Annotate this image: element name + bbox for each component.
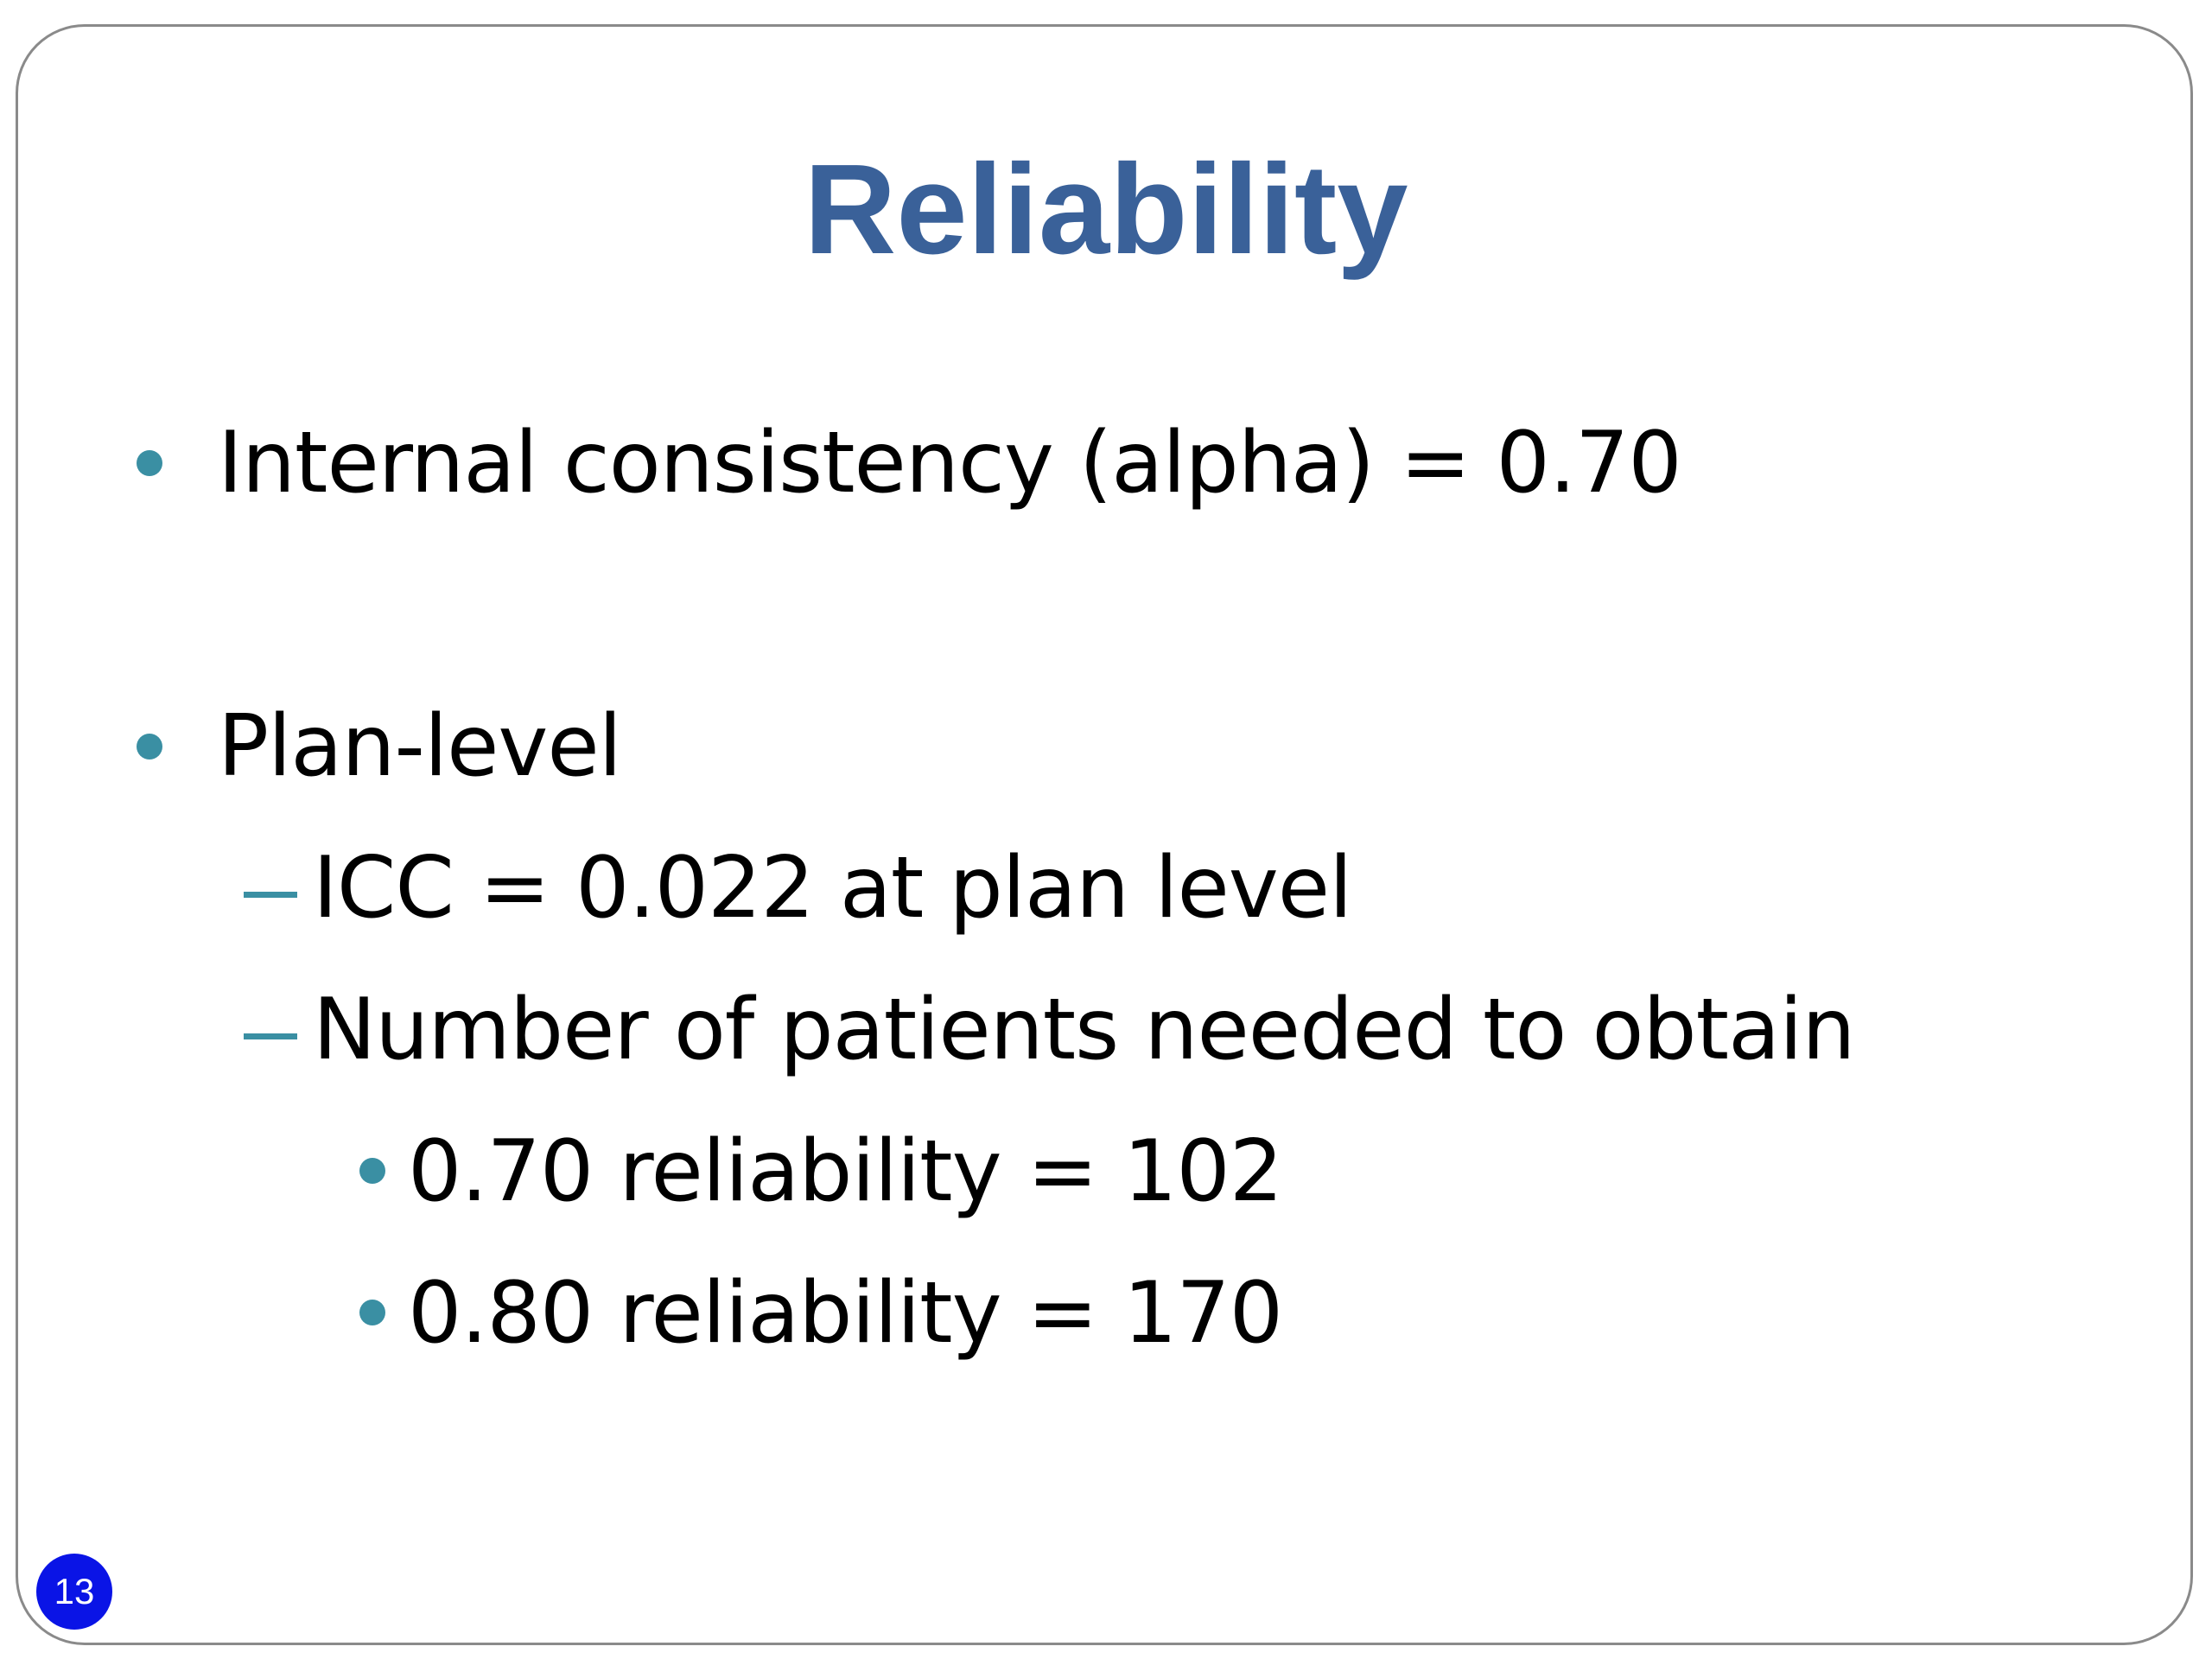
sub-bullet-text: Number of patients needed to obtain bbox=[313, 981, 1855, 1079]
bullet-text: Plan-level bbox=[218, 697, 622, 796]
sub-bullet-dash bbox=[244, 1033, 297, 1039]
sub-sub-bullet-item: 0.70 reliability = 102 bbox=[408, 1120, 1283, 1224]
slide-title: Reliability bbox=[804, 138, 1408, 281]
bullet-dot bbox=[137, 734, 162, 760]
bullet-item: Internal consistency (alpha) = 0.70 bbox=[218, 411, 1682, 515]
sub-bullet-dash bbox=[244, 892, 297, 898]
sub-sub-bullet-text: 0.80 reliability = 170 bbox=[408, 1264, 1283, 1363]
sub-bullet-item: Number of patients needed to obtain bbox=[313, 978, 1855, 1082]
sub-bullet-text: ICC = 0.022 at plan level bbox=[313, 839, 1352, 938]
sub-bullet-item: ICC = 0.022 at plan level bbox=[313, 836, 1352, 940]
sub-sub-bullet-text: 0.70 reliability = 102 bbox=[408, 1122, 1283, 1221]
sub-sub-bullet-item: 0.80 reliability = 170 bbox=[408, 1262, 1283, 1365]
bullet-item: Plan-level bbox=[218, 695, 622, 798]
sub-sub-bullet-dot bbox=[359, 1300, 385, 1325]
bullet-dot bbox=[137, 450, 162, 476]
page-number-badge: 13 bbox=[36, 1554, 112, 1630]
bullet-text: Internal consistency (alpha) = 0.70 bbox=[218, 414, 1682, 512]
sub-sub-bullet-dot bbox=[359, 1158, 385, 1184]
slide-frame bbox=[16, 24, 2193, 1645]
